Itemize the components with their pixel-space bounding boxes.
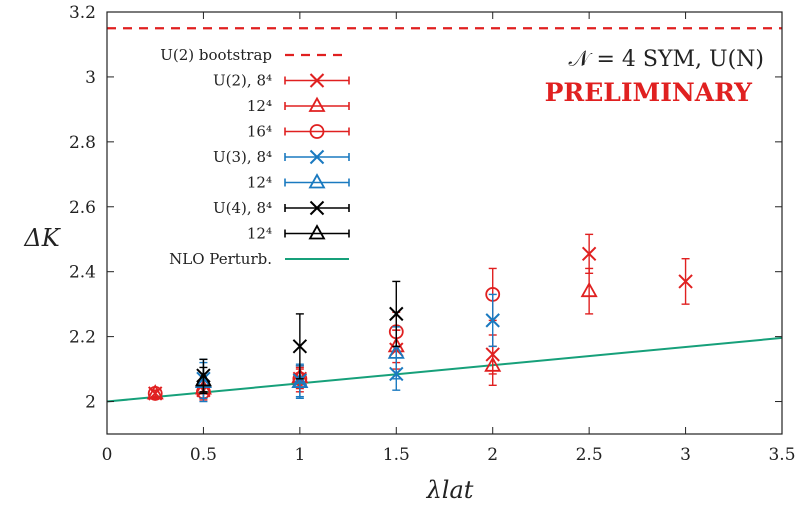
y-tick-label: 2.8 bbox=[69, 133, 96, 153]
y-axis-title: ΔK bbox=[23, 224, 61, 252]
series-5 bbox=[196, 280, 404, 393]
x-tick-label: 2 bbox=[487, 445, 498, 465]
legend-label: NLO Perturb. bbox=[169, 250, 272, 268]
legend-label: 12⁴ bbox=[247, 174, 272, 192]
legend-marker bbox=[308, 224, 326, 240]
legend-entry: NLO Perturb. bbox=[169, 250, 349, 268]
data-point bbox=[194, 371, 212, 387]
data-point bbox=[678, 274, 693, 289]
legend-marker bbox=[308, 173, 326, 189]
annotation-subtitle: PRELIMINARY bbox=[545, 78, 754, 107]
data-point bbox=[292, 339, 308, 354]
legend-label: 12⁴ bbox=[247, 97, 272, 115]
data-point bbox=[580, 281, 598, 298]
legend-marker bbox=[309, 124, 325, 139]
axes: 0 0.5 1 1.5 2 2.5 3 3.5 2 2.2 2.4 2.6 2.8 3 3.2 bbox=[69, 3, 796, 465]
plot-frame bbox=[106, 11, 783, 435]
x-tick-label: 2.5 bbox=[576, 445, 603, 465]
legend-entry: U(2), 8⁴ bbox=[213, 72, 350, 90]
marker-stroke bbox=[309, 149, 325, 165]
nlo-perturbative-line bbox=[106, 336, 783, 403]
annotation: 𝒩 = 4 SYM, U(N) PRELIMINARY bbox=[545, 47, 764, 107]
marker-stroke bbox=[581, 246, 597, 262]
y-tick-label: 2.2 bbox=[69, 328, 96, 348]
legend-entry: U(4), 8⁴ bbox=[213, 199, 350, 217]
legend-entry: 12⁴ bbox=[247, 173, 350, 192]
series-6 bbox=[194, 366, 212, 395]
y-tick-label: 2.4 bbox=[69, 263, 96, 283]
x-tick-label: 1 bbox=[294, 445, 305, 465]
legend-entry: U(2) bootstrap bbox=[160, 46, 349, 64]
data-point bbox=[485, 313, 500, 328]
marker-stroke bbox=[485, 313, 500, 328]
data-point bbox=[389, 306, 404, 322]
x-tick-label: 0 bbox=[102, 445, 113, 465]
data-point bbox=[147, 386, 163, 401]
legend-marker bbox=[309, 73, 325, 88]
data-point bbox=[291, 372, 309, 388]
x-tick-label: 0.5 bbox=[190, 445, 217, 465]
legend-label: U(4), 8⁴ bbox=[213, 199, 272, 217]
x-axis-title: λlat bbox=[426, 476, 474, 504]
data-point bbox=[484, 356, 502, 372]
legend-entry: 16⁴ bbox=[247, 123, 350, 141]
legend-label: U(3), 8⁴ bbox=[213, 148, 272, 166]
marker-stroke bbox=[292, 339, 308, 354]
marker-stroke bbox=[309, 200, 325, 216]
legend-marker bbox=[309, 149, 325, 165]
legend-label: 12⁴ bbox=[247, 225, 272, 243]
y-tick-label: 3 bbox=[85, 68, 96, 88]
annotation-title: 𝒩 = 4 SYM, U(N) bbox=[568, 47, 764, 72]
data-point bbox=[581, 246, 597, 262]
legend-entry: U(3), 8⁴ bbox=[213, 148, 350, 166]
marker-stroke bbox=[389, 306, 404, 322]
x-tick-label: 3.5 bbox=[768, 445, 795, 465]
series-1 bbox=[146, 267, 598, 400]
legend-label: U(2), 8⁴ bbox=[213, 72, 272, 90]
y-tick-label: 2.6 bbox=[69, 198, 96, 218]
marker-stroke bbox=[309, 73, 325, 88]
legend-label: U(2) bootstrap bbox=[160, 46, 272, 64]
data-point bbox=[146, 384, 164, 400]
y-tick-label: 3.2 bbox=[69, 3, 96, 23]
x-tick-label: 3 bbox=[680, 445, 691, 465]
legend-marker bbox=[309, 200, 325, 216]
legend-label: 16⁴ bbox=[247, 123, 272, 141]
plot-marks bbox=[106, 27, 783, 403]
legend: U(2) bootstrap U(2), 8⁴ 12⁴ 16⁴ U(3), 8⁴ 12⁴ U… bbox=[160, 46, 350, 268]
y-tick-label: 2 bbox=[85, 393, 96, 413]
legend-entry: 12⁴ bbox=[247, 96, 350, 115]
series-3 bbox=[196, 293, 500, 399]
data-point bbox=[387, 343, 405, 359]
legend-entry: 12⁴ bbox=[247, 224, 350, 243]
legend-marker bbox=[308, 96, 326, 112]
marker-stroke bbox=[678, 274, 693, 289]
x-tick-label: 1.5 bbox=[383, 445, 410, 465]
